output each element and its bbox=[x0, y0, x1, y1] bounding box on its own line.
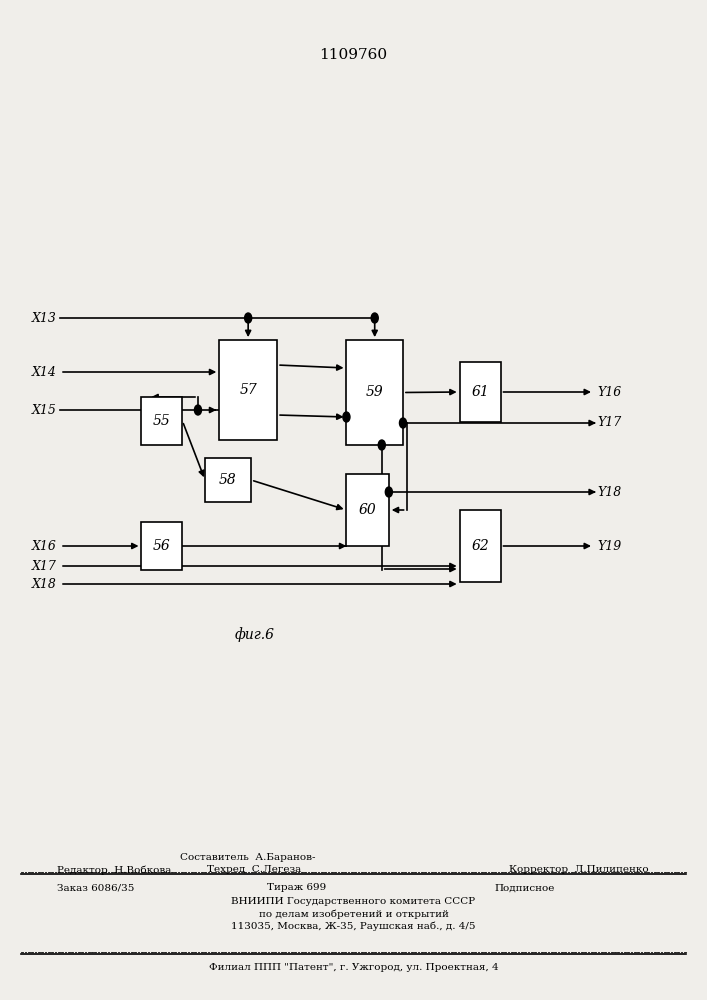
Text: X17: X17 bbox=[32, 560, 57, 572]
FancyBboxPatch shape bbox=[346, 340, 403, 445]
Text: 60: 60 bbox=[358, 503, 377, 517]
Text: 58: 58 bbox=[219, 473, 237, 487]
FancyBboxPatch shape bbox=[219, 340, 277, 440]
Text: Y18: Y18 bbox=[597, 486, 621, 498]
Text: 57: 57 bbox=[239, 383, 257, 397]
Text: 113035, Москва, Ж-35, Раушская наб., д. 4/5: 113035, Москва, Ж-35, Раушская наб., д. … bbox=[231, 921, 476, 931]
Text: X18: X18 bbox=[32, 578, 57, 590]
Text: 55: 55 bbox=[153, 414, 171, 428]
Circle shape bbox=[378, 440, 385, 450]
FancyBboxPatch shape bbox=[346, 474, 389, 546]
Text: X13: X13 bbox=[32, 312, 57, 324]
Text: Подписное: Подписное bbox=[495, 884, 555, 892]
Text: Филиал ППП "Патент", г. Ужгород, ул. Проектная, 4: Филиал ППП "Патент", г. Ужгород, ул. Про… bbox=[209, 964, 498, 972]
Circle shape bbox=[385, 487, 392, 497]
Text: Y19: Y19 bbox=[597, 540, 621, 552]
Text: фиг.6: фиг.6 bbox=[235, 628, 274, 642]
Text: Корректор  Л.Пилипенко: Корректор Л.Пилипенко bbox=[509, 865, 648, 874]
Text: 61: 61 bbox=[471, 385, 489, 399]
FancyBboxPatch shape bbox=[460, 362, 501, 422]
Text: ВНИИПИ Государственного комитета СССР: ВНИИПИ Государственного комитета СССР bbox=[231, 898, 476, 906]
Text: Заказ 6086/35: Заказ 6086/35 bbox=[57, 884, 134, 892]
Text: X15: X15 bbox=[32, 403, 57, 416]
Text: Y17: Y17 bbox=[597, 416, 621, 429]
FancyBboxPatch shape bbox=[205, 458, 251, 502]
Circle shape bbox=[371, 313, 378, 323]
Text: по делам изобретений и открытий: по делам изобретений и открытий bbox=[259, 909, 448, 919]
Circle shape bbox=[343, 412, 350, 422]
FancyBboxPatch shape bbox=[141, 397, 182, 445]
Text: Редактор  Н.Вобкова: Редактор Н.Вобкова bbox=[57, 865, 171, 875]
FancyBboxPatch shape bbox=[460, 510, 501, 582]
Text: 1109760: 1109760 bbox=[320, 48, 387, 62]
Text: Y16: Y16 bbox=[597, 385, 621, 398]
Text: Составитель  А.Баранов-: Составитель А.Баранов- bbox=[180, 852, 315, 861]
Text: 62: 62 bbox=[471, 539, 489, 553]
Text: X16: X16 bbox=[32, 540, 57, 552]
Text: 59: 59 bbox=[366, 385, 384, 399]
FancyBboxPatch shape bbox=[141, 522, 182, 570]
Text: 56: 56 bbox=[153, 539, 171, 553]
Text: Техред  С.Легеза: Техред С.Легеза bbox=[207, 865, 302, 874]
Text: Тираж 699: Тираж 699 bbox=[267, 884, 327, 892]
Circle shape bbox=[245, 313, 252, 323]
Text: X14: X14 bbox=[32, 365, 57, 378]
Circle shape bbox=[194, 405, 201, 415]
Circle shape bbox=[399, 418, 407, 428]
